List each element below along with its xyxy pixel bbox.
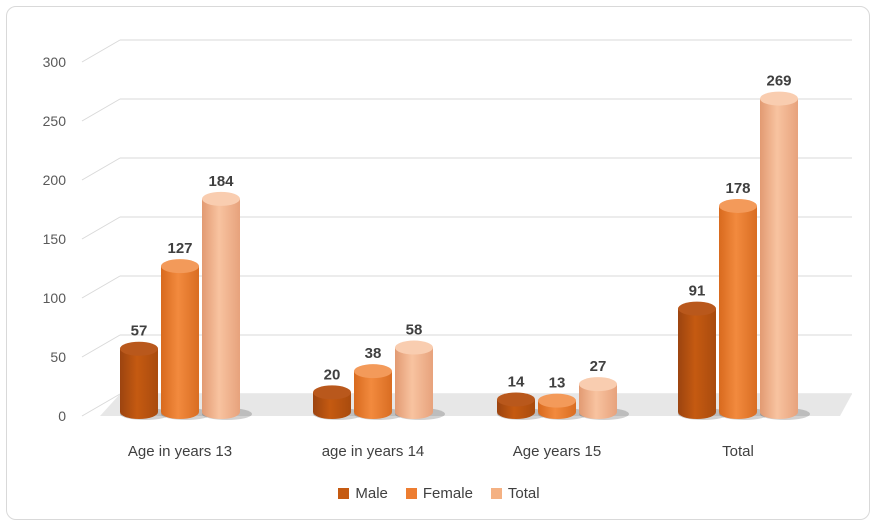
data-label: 91 (689, 283, 706, 300)
gridline-depth (81, 98, 121, 122)
y-tick-label: 100 (43, 290, 67, 306)
data-label: 20 (324, 366, 341, 383)
bar-male (120, 348, 158, 419)
bar-cap (395, 340, 433, 355)
legend-label-total: Total (507, 485, 540, 502)
bar-cap (354, 364, 392, 379)
data-label: 178 (725, 180, 750, 197)
data-label: 184 (208, 173, 234, 190)
bar-female (719, 205, 757, 419)
legend-swatch-total (490, 488, 502, 499)
gridline-depth (81, 275, 121, 299)
bar-cap (538, 393, 576, 408)
data-label: 127 (167, 240, 192, 257)
bar-cap (161, 259, 199, 274)
bar-cap (497, 392, 535, 407)
data-label: 58 (406, 322, 423, 339)
bar-total (202, 198, 240, 419)
legend-swatch-female (405, 488, 417, 499)
data-label: 13 (549, 375, 566, 392)
x-tick-label: age in years 14 (322, 443, 425, 460)
x-tick-label: Total (722, 443, 754, 460)
bar-male (678, 308, 716, 419)
gridline-depth (81, 334, 121, 358)
y-tick-label: 200 (43, 172, 67, 188)
bar-female (161, 266, 199, 419)
bar-male (313, 392, 351, 419)
legend-item-total: Total (490, 485, 540, 502)
data-labels: 57 127 184 20 38 58 14 13 27 91 178 269 (131, 73, 792, 392)
x-tick-label: Age in years 13 (128, 443, 232, 460)
bar-cap (120, 341, 158, 356)
data-label: 27 (590, 358, 607, 375)
legend-item-female: Female (405, 485, 473, 502)
gridline-depth (81, 157, 121, 181)
chart-floor (100, 394, 852, 416)
gridline-depth (81, 39, 121, 63)
x-tick-label: Age years 15 (513, 443, 601, 460)
floor-plane (100, 394, 852, 416)
y-tick-label: 50 (50, 349, 66, 365)
bar-total (579, 384, 617, 419)
bar-female (354, 371, 392, 419)
gridline-depth (81, 216, 121, 240)
data-label: 14 (508, 373, 525, 390)
bar-cap (579, 377, 617, 392)
y-tick-label: 150 (43, 231, 67, 247)
bar-cap (678, 301, 716, 316)
bar-total (395, 347, 433, 419)
y-tick-label: 0 (58, 408, 66, 424)
bar-cap (202, 191, 240, 206)
data-label: 269 (766, 73, 791, 90)
y-axis-ticks: 0 50 100 150 200 250 300 (43, 54, 67, 424)
legend-label-male: Male (355, 485, 388, 502)
bars (120, 91, 810, 420)
bar-cap (313, 385, 351, 400)
bar-cap (760, 91, 798, 106)
legend-label-female: Female (422, 485, 473, 502)
legend: Male Female Total (0, 485, 878, 502)
bar-total (760, 98, 798, 419)
data-label: 57 (131, 323, 148, 340)
legend-item-male: Male (338, 485, 388, 502)
legend-swatch-male (338, 488, 350, 499)
data-label: 38 (365, 345, 382, 362)
y-tick-label: 300 (43, 54, 67, 70)
x-axis-ticks: Age in years 13 age in years 14 Age years … (128, 443, 754, 460)
gridline-depth (81, 393, 121, 417)
bar-cap (719, 198, 757, 213)
y-tick-label: 250 (43, 113, 67, 129)
